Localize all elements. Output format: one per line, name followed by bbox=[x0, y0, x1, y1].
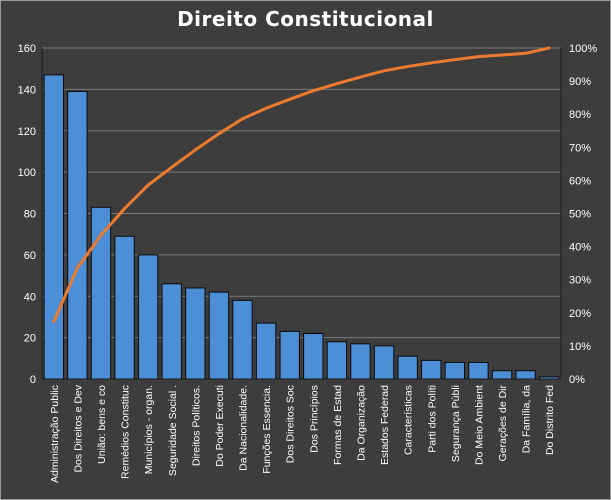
category-label: Segurança Públi bbox=[450, 385, 462, 462]
y2-tick-label: 80% bbox=[569, 109, 591, 121]
y2-tick-label: 50% bbox=[569, 209, 591, 221]
chart-title: Direito Constitucional bbox=[177, 7, 434, 31]
category-label: Do Poder Executi bbox=[214, 385, 226, 467]
y2-tick-label: 40% bbox=[569, 242, 591, 254]
cumulative-line bbox=[52, 46, 551, 324]
cumulative-point bbox=[217, 132, 221, 135]
y-tick-label: 140 bbox=[18, 84, 36, 96]
cumulative-point bbox=[170, 165, 173, 169]
y-tick-label: 80 bbox=[24, 209, 36, 221]
y2-tick-label: 20% bbox=[569, 308, 591, 320]
category-label: Seguridade Social . bbox=[167, 385, 179, 476]
y2-tick-label: 60% bbox=[569, 175, 591, 187]
category-label: União: bens e co bbox=[96, 385, 108, 464]
category-label: Características bbox=[403, 385, 415, 455]
cumulative-point bbox=[382, 69, 386, 73]
y2-tick-label: 10% bbox=[569, 341, 591, 353]
cumulative-point bbox=[99, 234, 103, 237]
category-label: Da Organização bbox=[355, 385, 367, 461]
bar bbox=[326, 341, 348, 380]
y-tick-label: 40 bbox=[24, 291, 36, 303]
bar bbox=[255, 322, 277, 380]
cumulative-point bbox=[288, 98, 291, 101]
bar bbox=[137, 254, 159, 380]
bar bbox=[161, 283, 182, 380]
cumulative-point bbox=[430, 61, 433, 65]
bar bbox=[43, 74, 64, 380]
y-tick-label: 160 bbox=[18, 43, 36, 55]
category-label: Do Distrito Fed bbox=[544, 385, 556, 455]
bar bbox=[67, 90, 88, 380]
bar bbox=[444, 361, 466, 380]
bar bbox=[208, 291, 230, 380]
cumulative-point bbox=[359, 75, 362, 79]
bar bbox=[90, 206, 112, 380]
y2-tick-label: 90% bbox=[569, 76, 591, 88]
category-label: Estados Federad bbox=[379, 385, 391, 465]
y-tick-label: 60 bbox=[24, 250, 36, 262]
cumulative-point bbox=[335, 82, 339, 85]
y-tick-label: 0 bbox=[30, 374, 36, 386]
category-label: Direitos Políticos. bbox=[190, 385, 202, 466]
category-label: Da Família, da bbox=[521, 385, 533, 453]
category-label: Administração Public bbox=[49, 385, 61, 483]
category-label: Dos Princípios bbox=[308, 385, 320, 453]
cumulative-point bbox=[241, 117, 244, 121]
cumulative-point bbox=[123, 207, 126, 210]
category-label: Gerações de Dir bbox=[497, 385, 509, 462]
bar bbox=[279, 330, 300, 380]
cumulative-point bbox=[548, 46, 551, 50]
y-tick-label: 20 bbox=[24, 333, 36, 345]
bar bbox=[350, 343, 371, 380]
bar bbox=[397, 355, 418, 380]
y2-tick-label: 100% bbox=[569, 43, 597, 55]
bar bbox=[232, 299, 253, 380]
cumulative-point bbox=[524, 52, 527, 55]
cumulative-point bbox=[477, 55, 480, 58]
bar bbox=[114, 235, 135, 380]
cumulative-point bbox=[194, 148, 197, 152]
bar bbox=[303, 332, 324, 380]
cumulative-point bbox=[500, 53, 504, 57]
cumulative-point bbox=[146, 183, 150, 187]
cumulative-point bbox=[406, 65, 409, 68]
cumulative-point bbox=[312, 89, 315, 92]
category-label: Do Meio Ambient bbox=[473, 385, 485, 465]
bar bbox=[373, 345, 395, 380]
category-label: Remédios Constituc bbox=[120, 385, 132, 479]
cumulative-point bbox=[76, 266, 79, 269]
bar bbox=[468, 361, 489, 380]
bar bbox=[421, 359, 442, 380]
category-label: Dos Direitos e Dev bbox=[72, 384, 84, 472]
bar bbox=[491, 370, 513, 380]
y2-tick-label: 30% bbox=[569, 275, 591, 287]
y2-tick-label: 0% bbox=[569, 374, 585, 386]
y-tick-label: 120 bbox=[18, 126, 36, 138]
category-label: Parti dos Políti bbox=[426, 385, 438, 453]
y-tick-label: 100 bbox=[18, 167, 36, 179]
category-label: Municípios - organ. bbox=[143, 385, 155, 474]
bar bbox=[515, 370, 536, 380]
y2-tick-label: 70% bbox=[569, 142, 591, 154]
cumulative-point bbox=[264, 107, 268, 110]
bar bbox=[185, 287, 206, 380]
cumulative-point bbox=[453, 58, 457, 61]
cumulative-point bbox=[52, 320, 55, 323]
category-label: Da Nacionalidade. bbox=[238, 385, 250, 471]
category-label: Dos Direitos Soc bbox=[285, 385, 297, 463]
category-label: Funções Essencia. bbox=[261, 385, 273, 474]
category-label: Formas de Estad bbox=[332, 385, 344, 465]
